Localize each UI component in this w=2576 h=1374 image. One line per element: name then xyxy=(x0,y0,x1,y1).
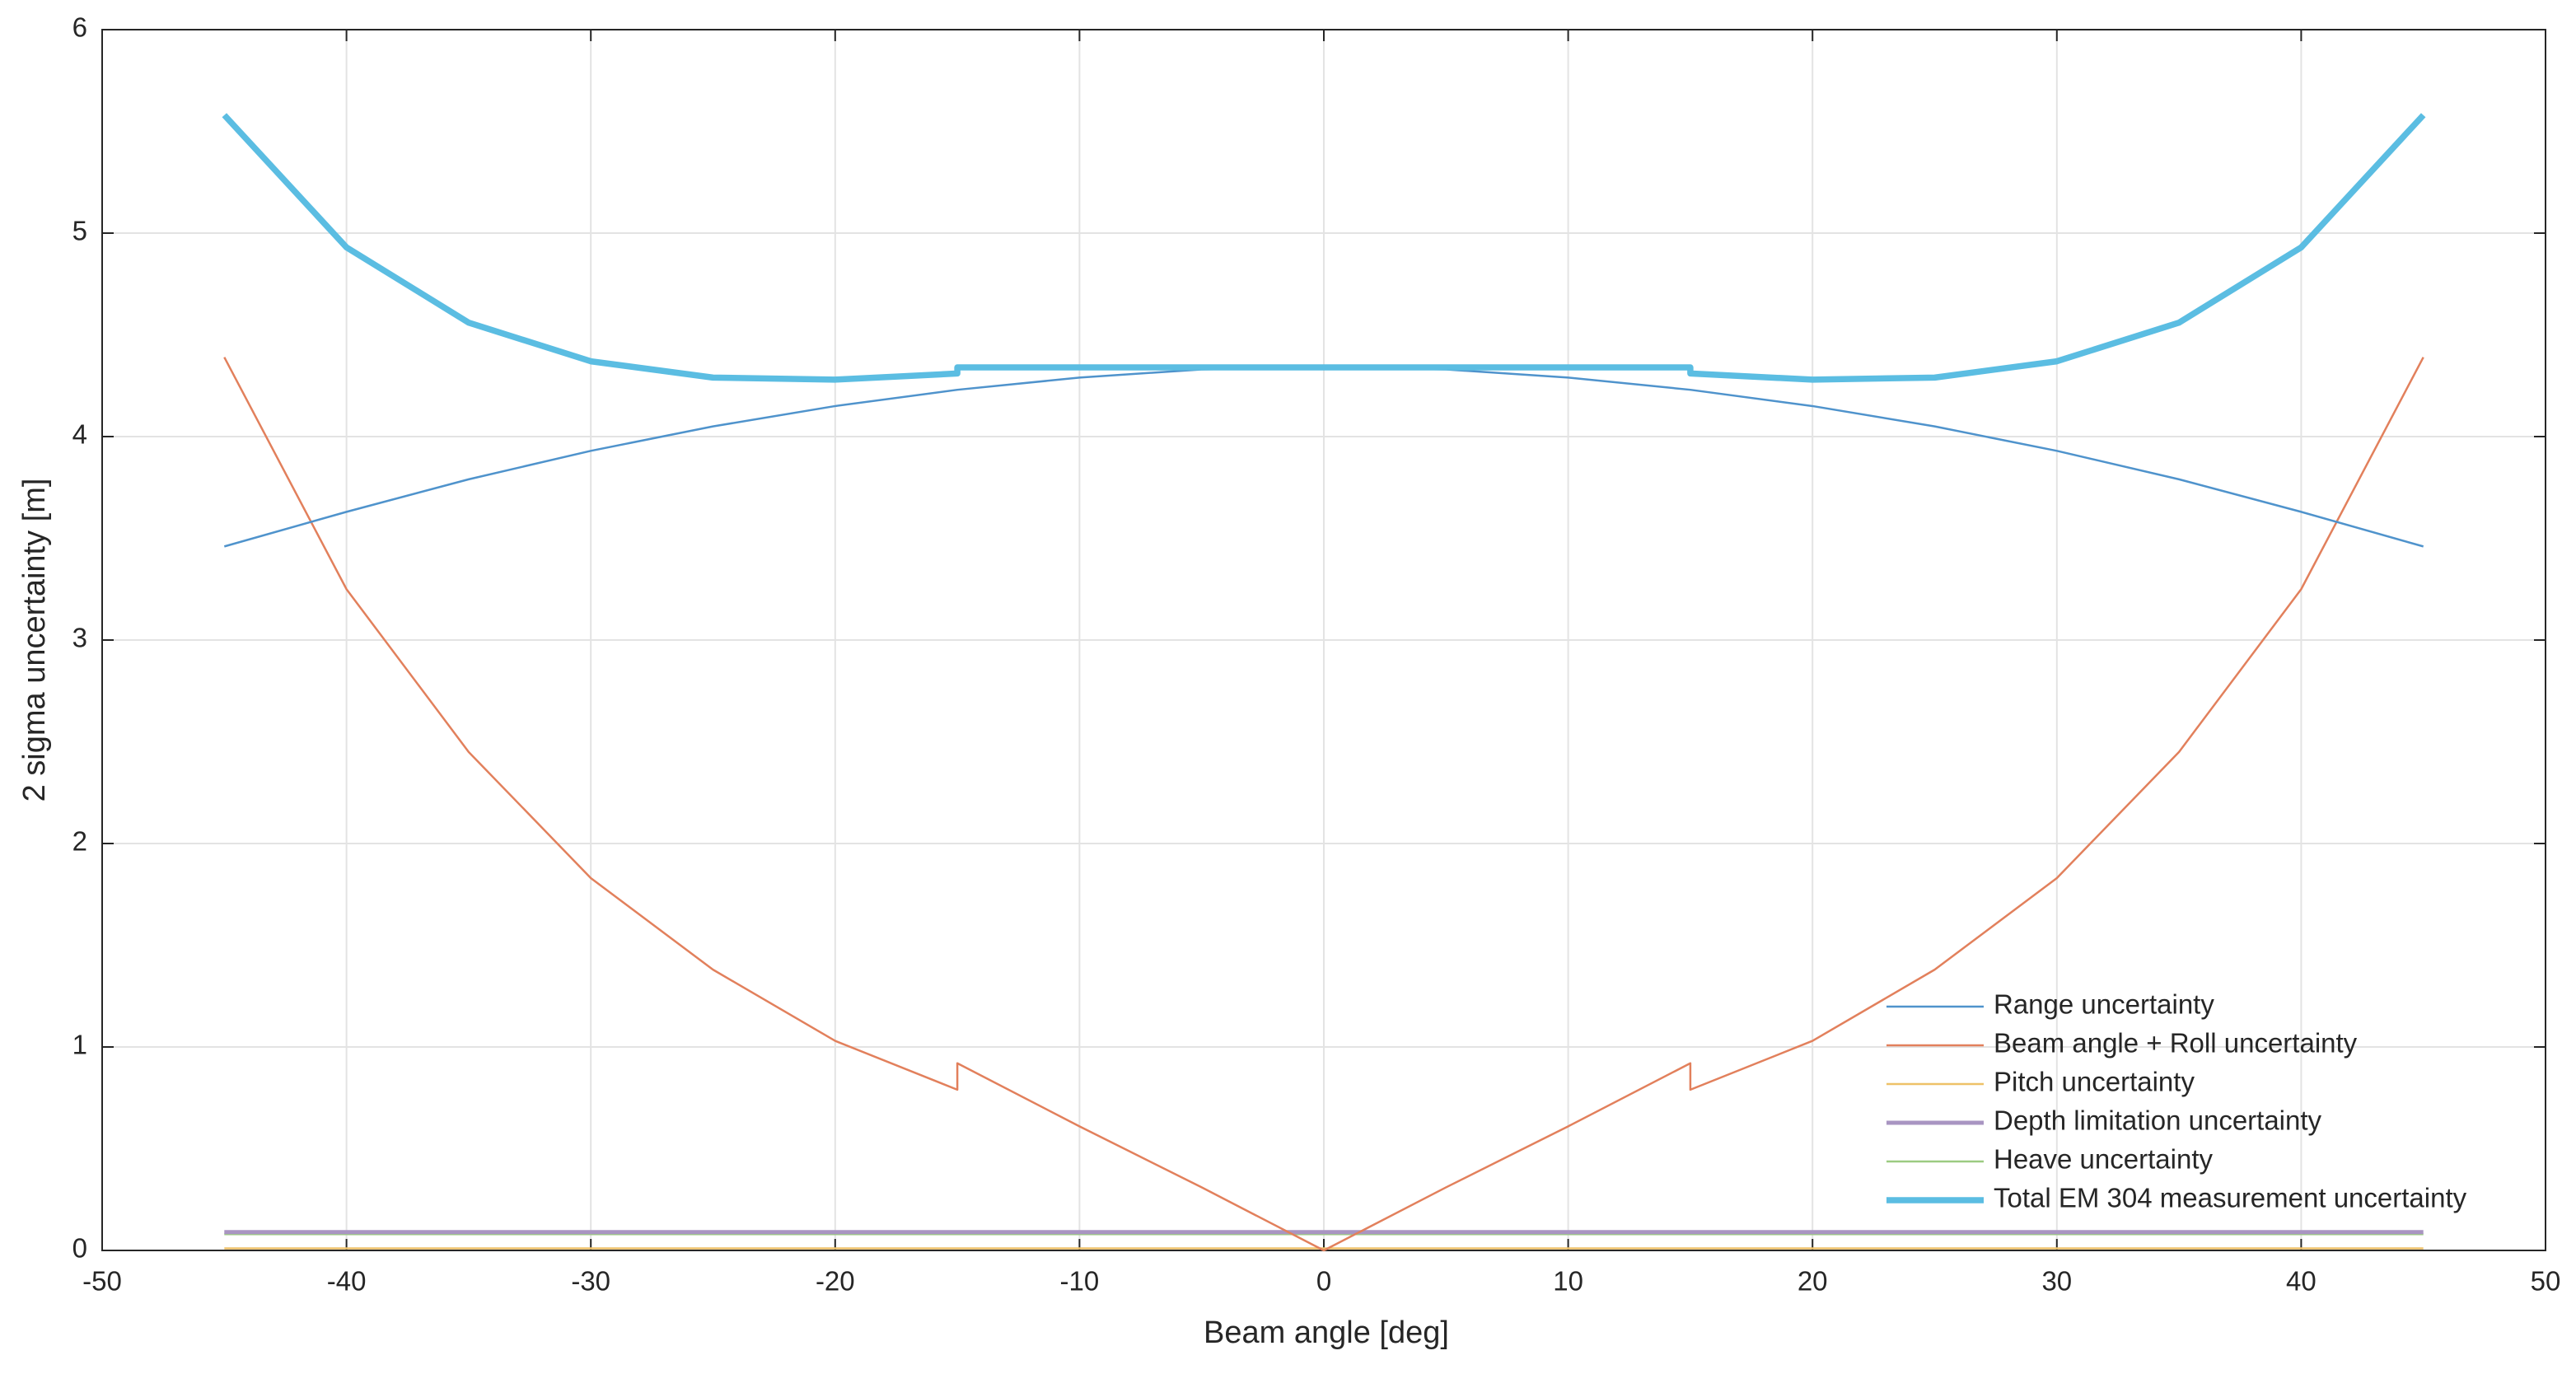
y-tick-label: 1 xyxy=(72,1030,87,1060)
legend-label: Pitch uncertainty xyxy=(1994,1067,2195,1097)
x-tick-label: -20 xyxy=(816,1266,855,1297)
legend-label: Heave uncertainty xyxy=(1994,1144,2213,1175)
legend-label: Total EM 304 measurement uncertainty xyxy=(1994,1183,2467,1213)
x-tick-label: 0 xyxy=(1316,1266,1331,1297)
x-tick-label: -50 xyxy=(82,1266,122,1297)
legend-label: Beam angle + Roll uncertainty xyxy=(1994,1028,2358,1059)
x-tick-label: 30 xyxy=(2041,1266,2072,1297)
y-tick-label: 6 xyxy=(72,12,87,43)
y-tick-label: 4 xyxy=(72,419,87,450)
x-axis-label: Beam angle [deg] xyxy=(1204,1316,1449,1350)
x-tick-label: 10 xyxy=(1553,1266,1583,1297)
x-tick-label: 50 xyxy=(2531,1266,2561,1297)
y-tick-label: 2 xyxy=(72,826,87,857)
y-tick-label: 0 xyxy=(72,1233,87,1264)
legend-label: Range uncertainty xyxy=(1994,989,2214,1020)
y-tick-label: 3 xyxy=(72,623,87,653)
x-tick-label: -10 xyxy=(1060,1266,1100,1297)
series-line xyxy=(223,357,2424,1252)
y-tick-label: 5 xyxy=(72,216,87,246)
series-line xyxy=(222,113,2426,383)
x-tick-label: 20 xyxy=(1798,1266,1828,1297)
x-tick-label: -30 xyxy=(571,1266,610,1297)
x-tick-label: -40 xyxy=(327,1266,367,1297)
y-axis-label: 2 sigma uncertainty [m] xyxy=(17,479,52,802)
x-tick-label: 40 xyxy=(2286,1266,2317,1297)
legend-label: Depth limitation uncertainty xyxy=(1994,1105,2322,1136)
